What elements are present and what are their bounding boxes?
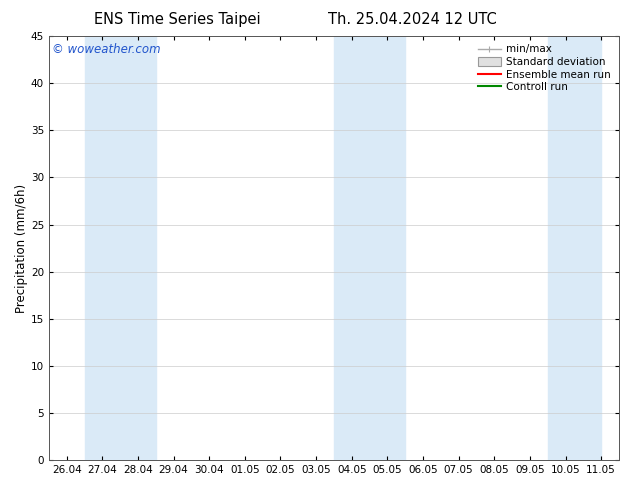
Bar [84,36,156,460]
Y-axis label: Precipitation (mm/6h): Precipitation (mm/6h) [15,184,28,313]
Text: ENS Time Series Taipei: ENS Time Series Taipei [94,12,261,27]
Text: Th. 25.04.2024 12 UTC: Th. 25.04.2024 12 UTC [328,12,496,27]
Text: © woweather.com: © woweather.com [52,43,160,55]
Bar [334,36,405,460]
Bar [548,36,601,460]
Legend: min/max, Standard deviation, Ensemble mean run, Controll run: min/max, Standard deviation, Ensemble me… [475,41,614,96]
